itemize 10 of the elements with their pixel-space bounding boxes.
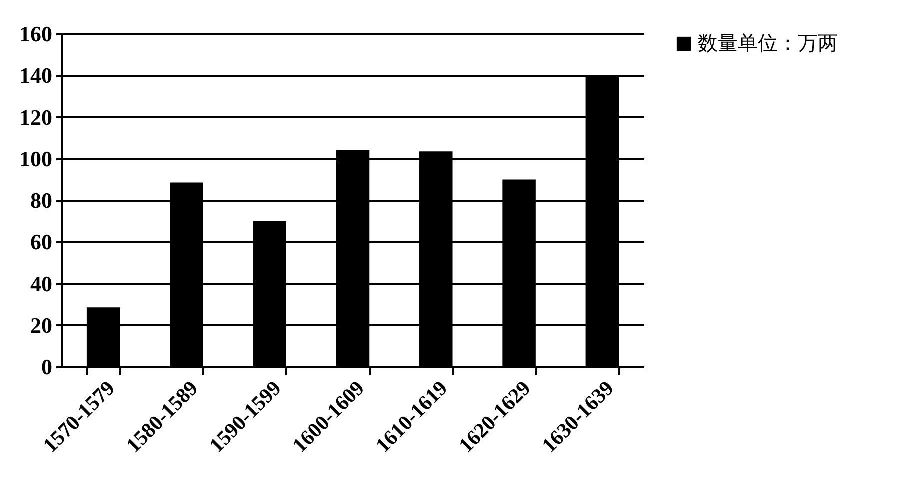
y-tick-label: 80 xyxy=(30,188,52,213)
y-tick-label: 140 xyxy=(20,63,52,88)
y-tick-label: 0 xyxy=(42,354,52,380)
y-tick-label: 160 xyxy=(20,22,52,46)
y-tick-label: 60 xyxy=(30,230,52,255)
y-tick-label: 40 xyxy=(30,271,52,296)
y-tick-label: 100 xyxy=(20,146,52,172)
legend-label: 数量单位：万两 xyxy=(698,31,838,55)
y-tick-label: 20 xyxy=(30,312,52,338)
y-tick-label: 120 xyxy=(20,104,52,130)
